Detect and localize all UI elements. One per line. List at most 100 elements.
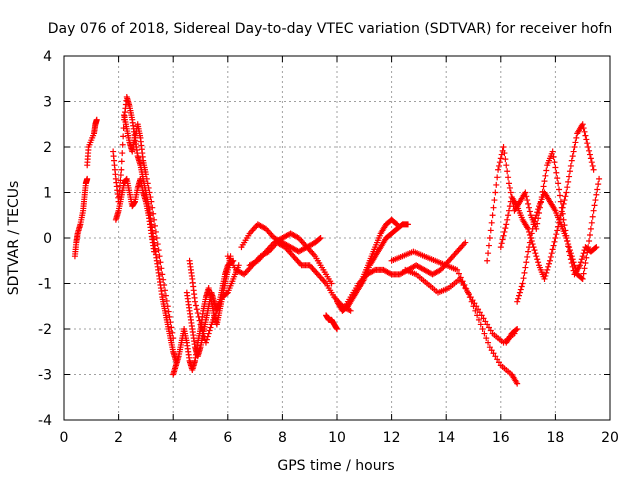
data-point-interp [194, 310, 201, 317]
data-point [484, 257, 491, 264]
data-point-interp [493, 181, 500, 188]
data-point-interp [592, 244, 599, 251]
data-point-interp [529, 225, 536, 232]
data-point-interp [553, 231, 560, 238]
data-point-interp [548, 250, 555, 257]
data-point-interp [503, 162, 510, 169]
data-point-interp [521, 269, 528, 276]
data-point [197, 321, 204, 328]
data-point-interp [572, 265, 579, 272]
data-point-interp [586, 147, 593, 154]
data-point-interp [526, 204, 533, 211]
data-point-interp [502, 156, 509, 163]
data-point-interp [572, 139, 579, 146]
data-point-interp [556, 186, 563, 193]
data-point [192, 298, 199, 305]
data-point [170, 335, 177, 342]
data-point-interp [205, 330, 212, 337]
data-point [159, 271, 166, 278]
data-point [530, 221, 537, 228]
data-point-interp [553, 169, 560, 176]
series-arc-10h-13h-c [355, 216, 401, 292]
series-early-arc [71, 175, 91, 260]
data-point-interp [488, 219, 495, 226]
data-point-interp [149, 204, 156, 211]
data-point-interp [526, 244, 533, 251]
data-point-interp [520, 275, 527, 282]
data-point [503, 221, 510, 228]
data-point-interp [565, 178, 572, 185]
data-point-interp [526, 208, 533, 215]
data-point-interp [192, 302, 199, 309]
data-point-interp [554, 227, 561, 234]
data-point [495, 166, 502, 173]
data-point-interp [531, 247, 538, 254]
data-point-interp [146, 189, 153, 196]
data-point [552, 235, 559, 241]
data-point [151, 248, 158, 255]
x-tick-label: 16 [492, 430, 510, 446]
data-point-interp [504, 216, 511, 223]
data-point-interp [525, 200, 532, 207]
y-tick-label: 3 [43, 95, 52, 111]
data-point-interp [156, 253, 163, 260]
data-point-interp [465, 291, 472, 298]
data-point-interp [580, 250, 587, 257]
data-point-interp [543, 167, 550, 174]
data-point [202, 339, 209, 346]
data-point-interp [564, 184, 571, 191]
data-point-interp [154, 241, 161, 248]
data-point-interp [593, 191, 600, 198]
data-point-interp [483, 335, 490, 342]
data-point [514, 380, 521, 387]
x-tick-label: 12 [383, 430, 401, 446]
data-point-interp [532, 215, 539, 222]
data-point-interp [480, 315, 487, 322]
data-point-interp [535, 206, 542, 213]
data-point-interp [169, 329, 176, 336]
data-point [568, 157, 575, 164]
data-point-interp [165, 308, 172, 315]
data-point-interp [485, 250, 492, 257]
data-point-interp [546, 260, 553, 267]
data-point-interp [526, 239, 533, 246]
data-point-interp [584, 249, 591, 256]
y-axis-label: SDTVAR / TECUs [6, 181, 22, 296]
data-point-interp [505, 174, 512, 181]
data-point [467, 294, 474, 301]
data-point-interp [496, 159, 503, 166]
data-point-interp [566, 168, 573, 175]
data-point-interp [155, 247, 162, 254]
data-point-interp [490, 204, 497, 211]
data-point-interp [502, 225, 509, 232]
y-tick-label: 4 [43, 49, 52, 65]
data-point [462, 239, 469, 246]
data-point-interp [476, 309, 483, 316]
data-point [585, 244, 592, 251]
data-point [546, 257, 553, 264]
series-arc-2h-sub [112, 175, 158, 255]
series-arc-16h-20h-c [514, 175, 603, 305]
data-point [489, 212, 496, 219]
data-point-interp [517, 286, 524, 293]
data-point-interp [455, 270, 462, 277]
data-point [593, 244, 600, 251]
data-point [563, 235, 570, 241]
data-point-interp [504, 168, 511, 175]
x-tick-label: 14 [437, 430, 455, 446]
data-point-interp [471, 300, 478, 307]
data-point [579, 121, 586, 128]
data-point-interp [545, 263, 552, 270]
data-point-interp [571, 144, 578, 150]
data-point-interp [579, 253, 586, 260]
data-point [563, 189, 570, 196]
data-point-interp [541, 178, 548, 185]
data-point-interp [482, 318, 489, 325]
data-point-interp [346, 307, 353, 314]
data-point-interp [573, 134, 580, 141]
data-point [334, 326, 340, 332]
data-point-interp [571, 262, 578, 269]
data-point [541, 275, 548, 282]
x-tick-label: 4 [169, 430, 178, 446]
data-point-interp [477, 321, 484, 328]
